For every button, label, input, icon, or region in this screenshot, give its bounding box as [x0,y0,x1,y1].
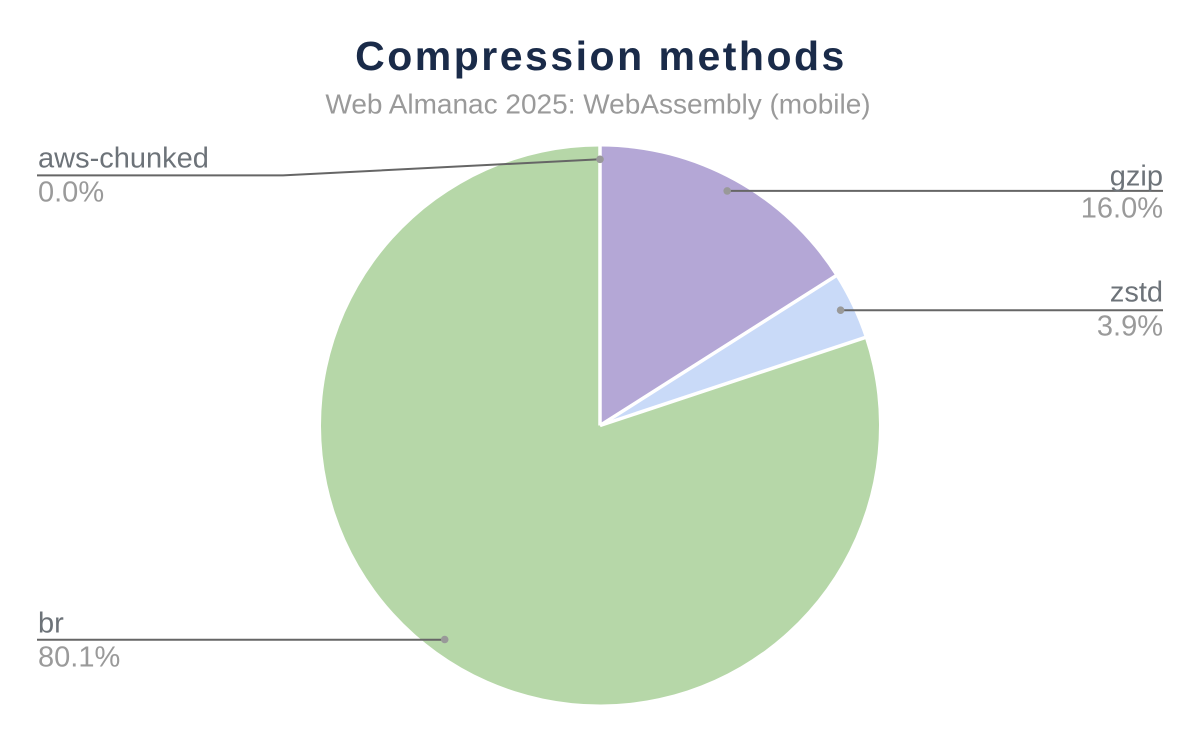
svg-text:gzip: gzip [1110,161,1163,193]
svg-text:aws-chunked: aws-chunked [38,142,209,174]
svg-text:zstd: zstd [1110,277,1163,309]
svg-text:Web Almanac 2025: WebAssembly: Web Almanac 2025: WebAssembly (mobile) [325,89,870,120]
svg-text:0.0%: 0.0% [38,176,104,208]
svg-text:3.9%: 3.9% [1097,310,1163,342]
svg-text:80.1%: 80.1% [38,641,120,673]
svg-text:Compression methods: Compression methods [355,33,847,79]
svg-text:16.0%: 16.0% [1081,192,1163,224]
svg-text:br: br [38,607,64,639]
